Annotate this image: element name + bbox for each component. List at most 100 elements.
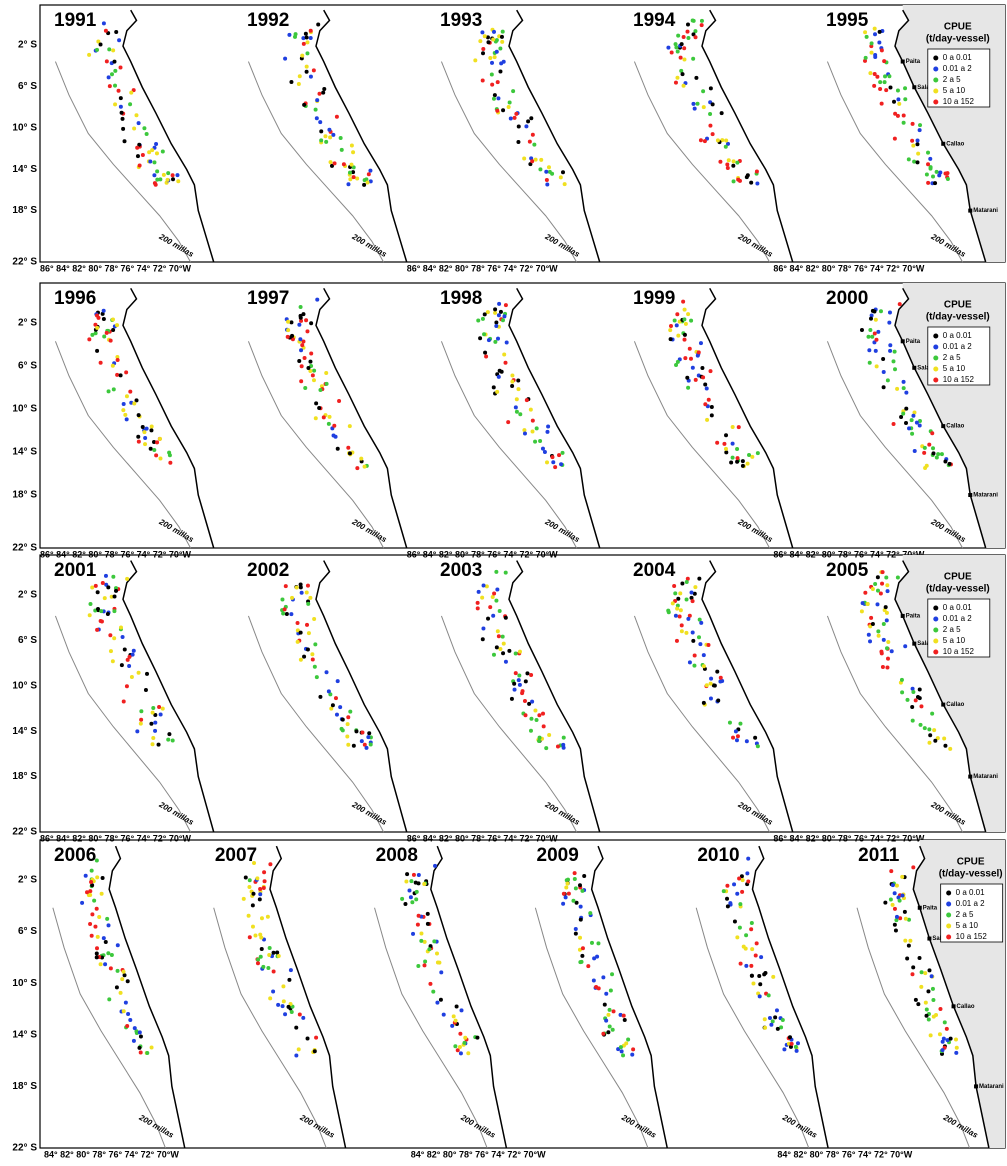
catch-dot bbox=[154, 453, 159, 458]
legend-label: 0 a 0.01 bbox=[956, 888, 985, 897]
catch-dot bbox=[88, 893, 93, 898]
catch-dot bbox=[901, 113, 906, 118]
legend-label: 0 a 0.01 bbox=[943, 331, 972, 340]
catch-dot bbox=[539, 157, 544, 162]
catch-dot bbox=[529, 672, 534, 677]
boundary-label: 200 millas bbox=[780, 1112, 819, 1140]
catch-dot bbox=[339, 726, 344, 731]
catch-dot bbox=[773, 1015, 778, 1020]
catch-dot bbox=[95, 590, 100, 595]
catch-dot bbox=[290, 595, 295, 600]
catch-dot bbox=[103, 962, 108, 967]
catch-dot bbox=[298, 315, 303, 320]
catch-dot bbox=[733, 729, 738, 734]
legend-title: CPUE bbox=[944, 572, 972, 583]
catch-dot bbox=[351, 175, 356, 180]
catch-dot bbox=[591, 978, 596, 983]
catch-dot bbox=[157, 705, 162, 710]
catch-dot bbox=[771, 974, 776, 979]
catch-dot bbox=[890, 902, 895, 907]
y-tick-label: 22° S bbox=[12, 543, 37, 554]
catch-dot bbox=[422, 882, 427, 887]
catch-dot bbox=[94, 313, 99, 318]
catch-dot bbox=[364, 745, 369, 750]
coastline bbox=[315, 287, 408, 549]
catch-dot bbox=[150, 742, 155, 747]
catch-dot bbox=[295, 628, 300, 633]
catch-dot bbox=[592, 956, 597, 961]
catch-dot bbox=[366, 735, 371, 740]
catch-dot bbox=[736, 425, 741, 430]
catch-dot bbox=[948, 746, 953, 751]
catch-dot bbox=[904, 421, 909, 426]
catch-dot bbox=[709, 405, 714, 410]
catch-dot bbox=[312, 664, 317, 669]
catch-dot bbox=[157, 436, 162, 441]
catch-dot bbox=[580, 888, 585, 893]
catch-dot bbox=[532, 142, 537, 147]
catch-dot bbox=[758, 982, 763, 987]
catch-dot bbox=[869, 313, 874, 318]
catch-dot bbox=[621, 1013, 626, 1018]
catch-dot bbox=[876, 329, 881, 334]
legend-title: CPUE bbox=[944, 300, 972, 311]
catch-dot bbox=[691, 56, 696, 61]
catch-dot bbox=[305, 1036, 310, 1041]
legend-label: 0.01 a 2 bbox=[943, 64, 972, 73]
catch-dot bbox=[738, 961, 743, 966]
catch-dot bbox=[453, 1018, 458, 1023]
catch-dot bbox=[305, 647, 310, 652]
catch-dot bbox=[95, 47, 100, 52]
catch-dot bbox=[566, 891, 571, 896]
catch-dot bbox=[341, 162, 346, 167]
catch-dot bbox=[501, 651, 506, 656]
catch-dot bbox=[105, 612, 110, 617]
catch-dot bbox=[779, 1025, 784, 1030]
catch-dot bbox=[154, 142, 159, 147]
catch-dot bbox=[731, 159, 736, 164]
catch-dot bbox=[701, 700, 706, 705]
catch-dot bbox=[774, 1008, 779, 1013]
catch-dot bbox=[103, 573, 108, 578]
catch-dot bbox=[725, 166, 730, 171]
city-label: Matarani bbox=[979, 1084, 1004, 1090]
catch-dot bbox=[541, 724, 546, 729]
year-label: 2007 bbox=[215, 845, 257, 866]
catch-dot bbox=[622, 1018, 627, 1023]
catch-dot bbox=[485, 310, 490, 315]
legend-unit: (t/day-vessel) bbox=[926, 34, 990, 45]
catch-dot bbox=[891, 421, 896, 426]
catch-dot bbox=[896, 97, 901, 102]
catch-dot bbox=[98, 619, 103, 624]
legend-title: CPUE bbox=[944, 22, 972, 33]
catch-dot bbox=[331, 433, 336, 438]
city-label: Callao bbox=[946, 702, 964, 708]
catch-dot bbox=[516, 139, 521, 144]
catch-dot bbox=[911, 965, 916, 970]
catch-dot bbox=[298, 630, 303, 635]
catch-dot bbox=[863, 590, 868, 595]
catch-dot bbox=[166, 737, 171, 742]
catch-dot bbox=[588, 911, 593, 916]
catch-dot bbox=[888, 85, 893, 90]
catch-dot bbox=[490, 594, 495, 599]
catch-dot bbox=[868, 71, 873, 76]
catch-dot bbox=[902, 909, 907, 914]
catch-dot bbox=[250, 903, 255, 908]
catch-dot bbox=[945, 177, 950, 182]
catch-dot bbox=[544, 169, 549, 174]
catch-dot bbox=[690, 365, 695, 370]
eez-200-miles bbox=[633, 615, 770, 833]
catch-dot bbox=[299, 348, 304, 353]
catch-dot bbox=[886, 656, 891, 661]
catch-dot bbox=[889, 649, 894, 654]
legend-swatch bbox=[946, 890, 952, 896]
catch-dot bbox=[497, 368, 502, 373]
legend-swatch bbox=[946, 934, 952, 940]
catch-dot bbox=[883, 605, 888, 610]
catch-dot bbox=[606, 1012, 611, 1017]
catch-dot bbox=[698, 138, 703, 143]
coastline bbox=[590, 845, 668, 1149]
catch-dot bbox=[676, 33, 681, 38]
catch-dot bbox=[793, 1044, 798, 1049]
